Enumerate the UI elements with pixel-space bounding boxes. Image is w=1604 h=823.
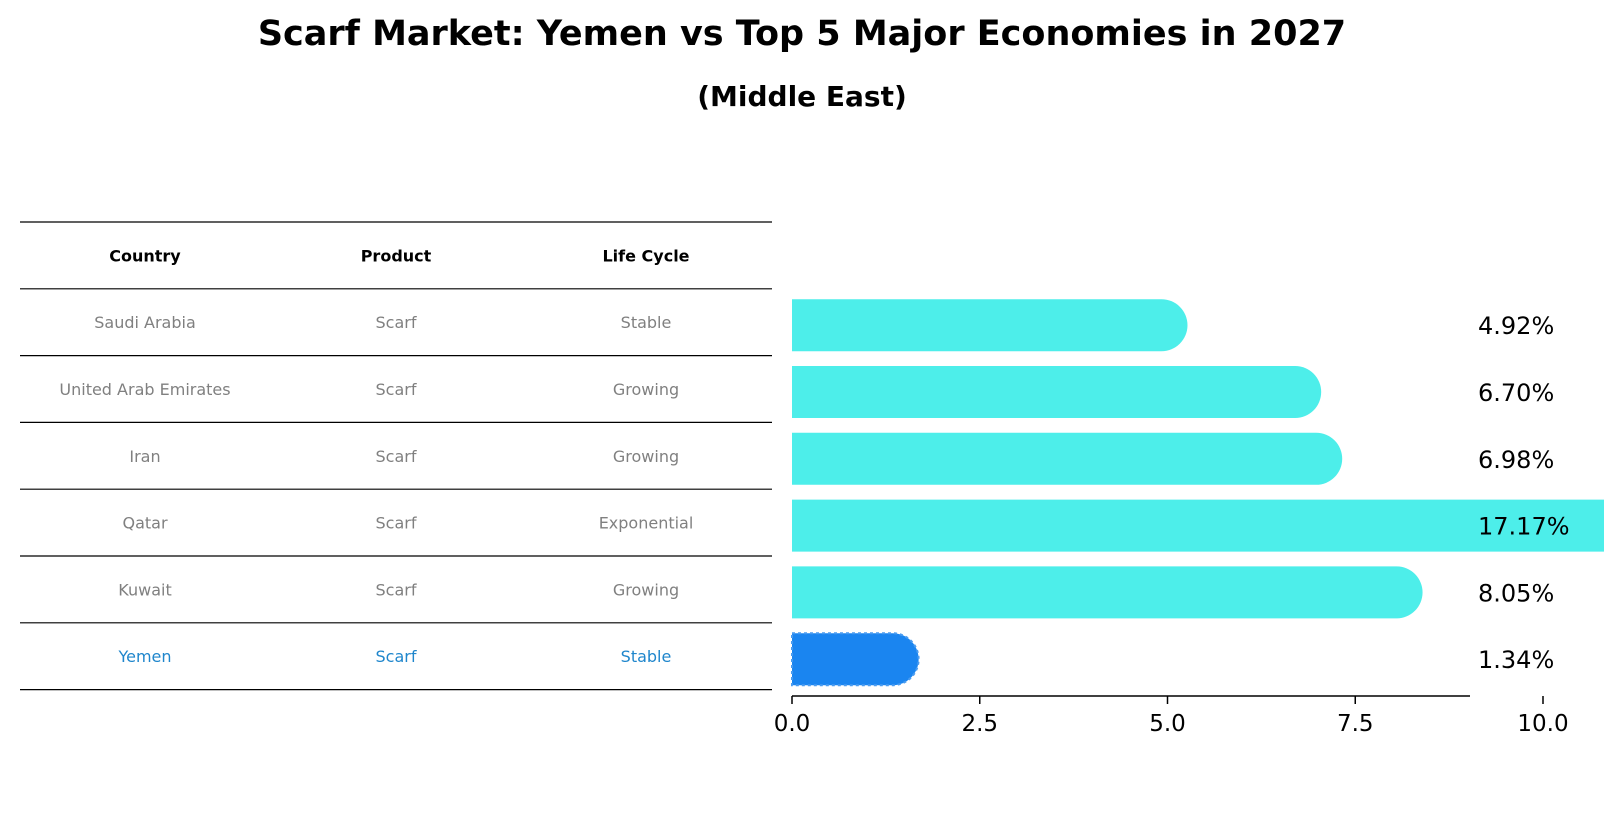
table-cell: United Arab Emirates bbox=[59, 380, 230, 399]
table-cell: Yemen bbox=[117, 647, 171, 666]
table-header-cell: Country bbox=[109, 246, 181, 265]
table-cell: Saudi Arabia bbox=[94, 313, 196, 332]
chart-subtitle: (Middle East) bbox=[697, 80, 907, 113]
x-tick-label: 10.0 bbox=[1517, 711, 1568, 737]
x-tick-label: 7.5 bbox=[1337, 711, 1374, 737]
table-cell: Growing bbox=[613, 380, 679, 399]
value-label: 1.34% bbox=[1478, 646, 1554, 674]
table-header-cell: Product bbox=[361, 246, 432, 265]
value-label: 6.98% bbox=[1478, 446, 1554, 474]
table-cell: Stable bbox=[621, 647, 672, 666]
table-cell: Scarf bbox=[376, 313, 417, 332]
value-labels: 4.92% 6.70% 6.98% 17.17% 8.05% 1.34% bbox=[1478, 312, 1570, 674]
bar-series bbox=[791, 299, 1604, 687]
table-cell: Scarf bbox=[376, 580, 417, 599]
bar bbox=[792, 299, 1188, 352]
x-axis: 0.02.55.07.510.012.515.017.5 bbox=[774, 695, 1569, 737]
bar bbox=[792, 499, 1604, 552]
x-tick-label: 5.0 bbox=[1149, 711, 1186, 737]
table-cell: Qatar bbox=[122, 514, 167, 533]
table-cell: Exponential bbox=[599, 514, 694, 533]
table-cell: Scarf bbox=[376, 647, 417, 666]
bar bbox=[792, 566, 1423, 619]
table-cell: Growing bbox=[613, 447, 679, 466]
table-cell: Scarf bbox=[376, 514, 417, 533]
bar-highlighted bbox=[791, 632, 920, 687]
value-label: 17.17% bbox=[1478, 513, 1570, 541]
table-cell: Stable bbox=[621, 313, 672, 332]
table-cell: Iran bbox=[129, 447, 160, 466]
table-cell: Growing bbox=[613, 580, 679, 599]
data-table: Country Product Life Cycle Saudi Arabia Scar… bbox=[20, 221, 772, 691]
table-header-cell: Life Cycle bbox=[602, 246, 689, 265]
bar bbox=[792, 432, 1343, 485]
value-label: 8.05% bbox=[1478, 579, 1554, 607]
chart-title: Scarf Market: Yemen vs Top 5 Major Econo… bbox=[257, 14, 1347, 54]
bar bbox=[792, 366, 1322, 418]
x-tick-label: 0.0 bbox=[774, 711, 811, 737]
table-cell: Scarf bbox=[376, 380, 417, 399]
value-label: 4.92% bbox=[1478, 312, 1554, 340]
x-tick-label: 2.5 bbox=[961, 711, 998, 737]
value-label: 6.70% bbox=[1478, 379, 1554, 407]
table-cell: Scarf bbox=[376, 447, 417, 466]
table-cell: Kuwait bbox=[118, 580, 171, 599]
